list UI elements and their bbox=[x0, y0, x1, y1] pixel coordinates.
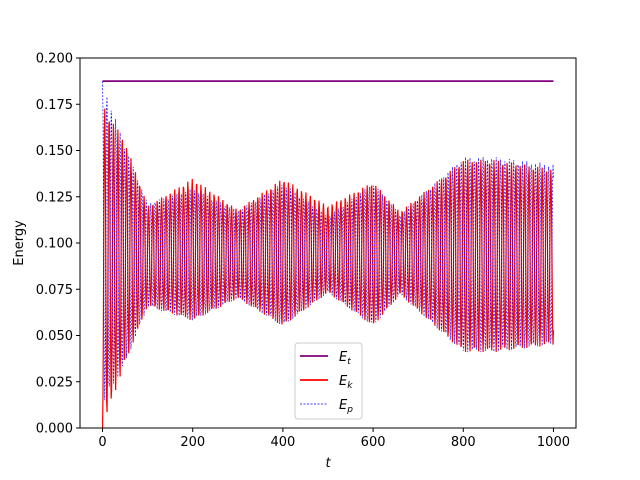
x-tick-label: 200 bbox=[180, 435, 205, 450]
x-axis-ticks: 0 200 400 600 800 1000 bbox=[98, 428, 570, 450]
legend-label: Et bbox=[339, 350, 351, 367]
legend-label: Ek bbox=[339, 374, 353, 391]
y-tick-label: 0.200 bbox=[36, 52, 73, 67]
legend-label-sub: k bbox=[347, 381, 353, 391]
y-tick-label: 0.125 bbox=[36, 190, 73, 205]
y-tick-label: 0.000 bbox=[36, 422, 73, 437]
y-tick-label: 0.050 bbox=[36, 329, 73, 344]
legend-label-main: E bbox=[339, 398, 348, 413]
series-layer bbox=[101, 80, 555, 428]
legend-label: Ep bbox=[339, 398, 353, 415]
y-axis-label: Energy bbox=[12, 220, 27, 266]
y-tick-label: 0.075 bbox=[36, 283, 73, 298]
x-tick-label: 0 bbox=[98, 435, 106, 450]
x-tick-label: 800 bbox=[451, 435, 476, 450]
legend-label-main: E bbox=[339, 350, 348, 365]
legend-label-sub: t bbox=[347, 357, 351, 367]
y-tick-label: 0.150 bbox=[36, 144, 73, 159]
legend-frame bbox=[294, 342, 363, 420]
y-tick-label: 0.175 bbox=[36, 98, 73, 113]
x-tick-label: 1000 bbox=[537, 435, 570, 450]
x-axis-label: t bbox=[325, 456, 331, 471]
y-tick-label: 0.025 bbox=[36, 375, 73, 390]
x-tick-label: 400 bbox=[270, 435, 295, 450]
y-axis-ticks: 0.000 0.025 0.050 0.075 0.100 0.125 0.150 0.175… bbox=[36, 52, 80, 437]
series-line-kinetic bbox=[101, 108, 555, 428]
y-tick-label: 0.100 bbox=[36, 237, 73, 252]
x-tick-label: 600 bbox=[361, 435, 386, 450]
legend-label-main: E bbox=[339, 374, 348, 389]
legend-label-sub: p bbox=[346, 405, 353, 415]
